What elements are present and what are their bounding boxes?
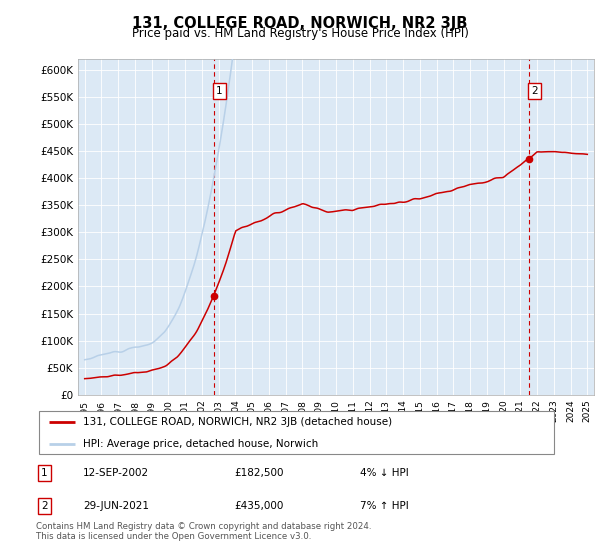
Text: HPI: Average price, detached house, Norwich: HPI: Average price, detached house, Norw… (83, 438, 318, 449)
Text: 7% ↑ HPI: 7% ↑ HPI (359, 501, 409, 511)
Text: £182,500: £182,500 (235, 468, 284, 478)
Text: 131, COLLEGE ROAD, NORWICH, NR2 3JB (detached house): 131, COLLEGE ROAD, NORWICH, NR2 3JB (det… (83, 417, 392, 427)
Text: Contains HM Land Registry data © Crown copyright and database right 2024.
This d: Contains HM Land Registry data © Crown c… (36, 522, 371, 542)
Text: 1: 1 (216, 86, 223, 96)
Text: 1: 1 (41, 468, 48, 478)
Text: 29-JUN-2021: 29-JUN-2021 (83, 501, 149, 511)
Text: 131, COLLEGE ROAD, NORWICH, NR2 3JB: 131, COLLEGE ROAD, NORWICH, NR2 3JB (133, 16, 467, 31)
Text: 4% ↓ HPI: 4% ↓ HPI (359, 468, 409, 478)
Text: 2: 2 (531, 86, 538, 96)
FancyBboxPatch shape (38, 411, 554, 454)
Text: 2: 2 (41, 501, 48, 511)
Text: £435,000: £435,000 (235, 501, 284, 511)
Text: Price paid vs. HM Land Registry's House Price Index (HPI): Price paid vs. HM Land Registry's House … (131, 27, 469, 40)
Text: 12-SEP-2002: 12-SEP-2002 (83, 468, 149, 478)
